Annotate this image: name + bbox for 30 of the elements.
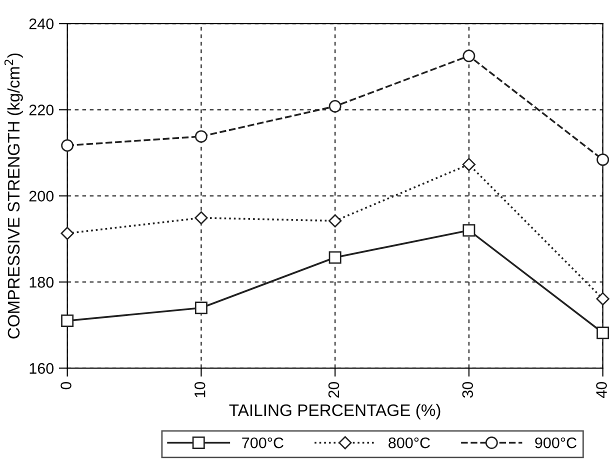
point (194, 130, 208, 143)
point (462, 158, 476, 172)
legend-label: 700°C (242, 437, 284, 448)
y-tick-label: 220 (29, 104, 54, 116)
y-axis-title: COMPRESSIVE STRENGTH (kg/cm$^{2}$) (4, 54, 23, 338)
y-tick-label: 160 (30, 363, 54, 374)
point (194, 302, 208, 314)
x-axis-title: TAILING PERCENTAGE (%) (229, 404, 440, 420)
point (328, 100, 342, 113)
point (61, 314, 74, 328)
legend-label: 800°C (388, 437, 430, 448)
y-tick-label: 180 (30, 276, 54, 288)
legend-label: 900°C (535, 437, 576, 448)
point (462, 50, 476, 62)
x-tick-label: 40 (596, 382, 607, 398)
point (462, 224, 476, 237)
x-tick-label: 0 (60, 382, 72, 390)
point (60, 226, 74, 240)
x-tick-label: 30 (462, 382, 474, 398)
x-tick-label: 20 (328, 382, 340, 398)
point (328, 214, 342, 228)
point (194, 211, 208, 224)
y-tick-label: 240 (29, 18, 54, 30)
point (328, 251, 342, 264)
point (596, 292, 610, 306)
y-tick-label: 200 (29, 190, 54, 202)
point (596, 326, 610, 340)
point (596, 153, 610, 166)
x-tick-label: 10 (194, 382, 206, 398)
point (61, 139, 74, 152)
